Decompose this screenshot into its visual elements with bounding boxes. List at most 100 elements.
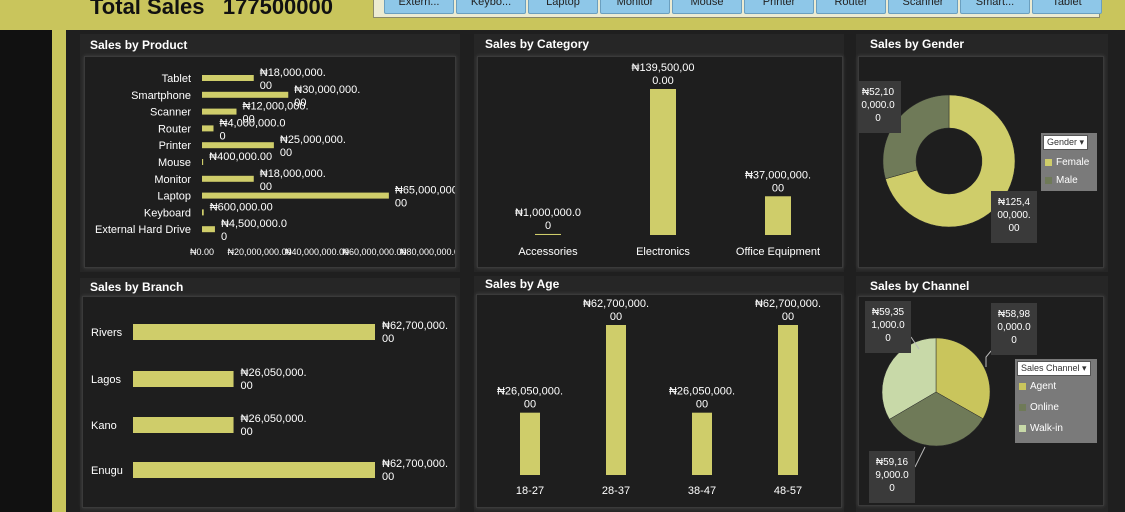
data-label-tablet: ₦18,000,000. 00 (260, 67, 326, 92)
chart-title: Sales by Product (90, 38, 188, 52)
legend-item-female[interactable]: Female (1045, 157, 1089, 168)
legend-filter-button[interactable]: Gender ▾ (1043, 135, 1089, 150)
slicer-item-smart[interactable]: Smart... (960, 0, 1030, 14)
legend-item-online[interactable]: Online (1019, 402, 1059, 413)
category-label-48-57: 48-57 (774, 485, 802, 497)
x-tick-label: ₦40,000,000.00 (285, 247, 349, 257)
slicer-item-tablet[interactable]: Tablet (1032, 0, 1102, 14)
category-label-tablet: Tablet (162, 73, 191, 85)
data-label-box-online (869, 451, 915, 503)
slicer-item-monitor[interactable]: Monitor (600, 0, 670, 14)
bar-router (202, 125, 214, 132)
product-slicer[interactable]: Extern... Keybo... Laptop Monitor Mouse Print… (373, 0, 1102, 18)
chart-title: Sales by Category (485, 37, 590, 51)
category-label-28-37: 28-37 (602, 485, 630, 497)
bar-monitor (202, 175, 254, 182)
header-bar: Total Sales 177500000 Extern... Keybo... L… (0, 0, 1125, 30)
chart-title: Sales by Branch (90, 280, 184, 294)
slice-female (885, 94, 1016, 228)
age-chart: ₦26,050,000. 00 18-27 ₦62,700,000. 00 28-37 ₦2… (497, 298, 821, 497)
category-label-rivers: Rivers (91, 327, 123, 339)
x-tick-label: ₦80,000,000.00 (400, 247, 455, 257)
slice-male (882, 94, 950, 180)
gender-legend[interactable]: Gender ▾ Female Male (1041, 133, 1097, 191)
category-label-38-47: 38-47 (688, 485, 716, 497)
category-label-electronics: Electronics (636, 246, 690, 258)
data-label-box-male (855, 81, 901, 133)
chart-title: Sales by Age (485, 277, 560, 291)
slice-walk-in (881, 337, 937, 420)
bar-lagos (133, 371, 234, 387)
data-label-smartphone: ₦30,000,000. 00 (294, 84, 360, 109)
product-chart: Tablet ₦18,000,000. 00 Smartphone ₦30,000,00… (95, 67, 464, 257)
plot-area: Tablet ₦18,000,000. 00 Smartphone ₦30,000,00… (84, 56, 464, 268)
category-label-external-hard-drive: External Hard Drive (95, 224, 191, 236)
data-label-28-37: ₦62,700,000. 00 (583, 298, 649, 323)
category-label-scanner: Scanner (150, 107, 191, 119)
category-label-smartphone: Smartphone (131, 90, 191, 102)
legend-item-male[interactable]: Male (1045, 175, 1078, 186)
male-swatch (1045, 176, 1052, 184)
data-label-router: ₦4,000,000.0 0 (220, 117, 286, 142)
slicer-item-keybo[interactable]: Keybo... (456, 0, 526, 14)
data-label-box-agent (991, 303, 1037, 355)
bar-mouse (202, 159, 204, 165)
category-label-mouse: Mouse (158, 157, 191, 169)
slicer-item-laptop[interactable]: Laptop (528, 0, 598, 14)
bar-38-47 (692, 412, 712, 475)
chart-title: Sales by Gender (870, 37, 965, 51)
panel-sales-by-gender: Sales by Gender ₦125,4 00,000. 00 ₦52,10 0,0… (855, 34, 1108, 272)
legend-item-agent[interactable]: Agent (1019, 381, 1056, 392)
data-label-mouse: ₦400,000.00 (209, 151, 272, 163)
x-tick-label: ₦20,000,000.00 (227, 247, 291, 257)
category-label-accessories: Accessories (518, 246, 578, 258)
panel-sales-by-age: Sales by Age ₦26,050,000. 00 18-27 ₦62,700,… (474, 276, 844, 512)
walkin-swatch (1019, 424, 1026, 432)
data-label-printer: ₦25,000,000. 00 (280, 134, 346, 159)
bar-accessories (535, 233, 561, 235)
data-label-accessories: ₦1,000,000.0 0 (515, 207, 581, 232)
bar-enugu (133, 462, 375, 478)
category-label-monitor: Monitor (154, 174, 191, 186)
slicer-item-mouse[interactable]: Mouse (672, 0, 742, 14)
bar-rivers (133, 324, 375, 340)
data-label-female: ₦125,4 00,000. 00 (997, 197, 1030, 234)
panel-sales-by-channel: Sales by Channel ₦58,98 0,000.0 0 ₦59,16 9,0… (856, 276, 1108, 512)
slicer-item-extern[interactable]: Extern... (384, 0, 454, 14)
legend-filter-button[interactable]: Sales Channel ▾ (1017, 361, 1091, 376)
plot-area: ₦26,050,000. 00 18-27 ₦62,700,000. 00 28-37 ₦2… (476, 294, 842, 508)
bar-scanner (202, 108, 237, 115)
category-label-18-27: 18-27 (516, 485, 544, 497)
category-label-router: Router (158, 123, 191, 135)
slice-online (889, 391, 984, 447)
bar-28-37 (606, 325, 626, 475)
left-accent-strip (52, 30, 66, 512)
slicer-item-scanner[interactable]: Scanner (888, 0, 958, 14)
category-label-lagos: Lagos (91, 374, 121, 386)
bar-18-27 (520, 412, 540, 475)
total-sales-value: 177500000 (222, 0, 333, 19)
bar-printer (202, 142, 274, 149)
bar-keyboard (202, 209, 204, 216)
data-label-box-walk-in (865, 301, 911, 353)
female-swatch (1045, 158, 1052, 166)
category-label-kano: Kano (91, 420, 117, 432)
bar-external-hard-drive (202, 226, 215, 233)
x-tick-label: ₦0.00 (190, 247, 214, 257)
category-label-keyboard: Keyboard (144, 207, 191, 219)
x-tick-label: ₦60,000,000.00 (342, 247, 406, 257)
legend-item-walkin[interactable]: Walk-in (1019, 423, 1063, 434)
bar-smartphone (202, 91, 289, 98)
data-label-laptop: ₦65,000,000. 00 (395, 185, 455, 210)
data-label-agent: ₦58,98 0,000.0 0 (997, 309, 1031, 346)
slicer-item-router[interactable]: Router (816, 0, 886, 14)
channel-legend[interactable]: Sales Channel ▾ Agent Online Walk-in (1015, 359, 1097, 443)
panel-sales-by-product: Sales by Product Tablet ₦18,000,000. 00 Sma… (80, 34, 464, 272)
bar-kano (133, 417, 234, 433)
data-label-keyboard: ₦600,000.00 (210, 201, 273, 213)
panel-sales-by-category: Sales by Category ₦1,000,000.0 0 Accessori… (474, 34, 844, 272)
category-label-enugu: Enugu (91, 465, 123, 477)
data-label-online: ₦59,16 9,000.0 0 (875, 457, 909, 494)
slicer-item-printer[interactable]: Printer (744, 0, 814, 14)
bar-laptop (202, 192, 389, 199)
